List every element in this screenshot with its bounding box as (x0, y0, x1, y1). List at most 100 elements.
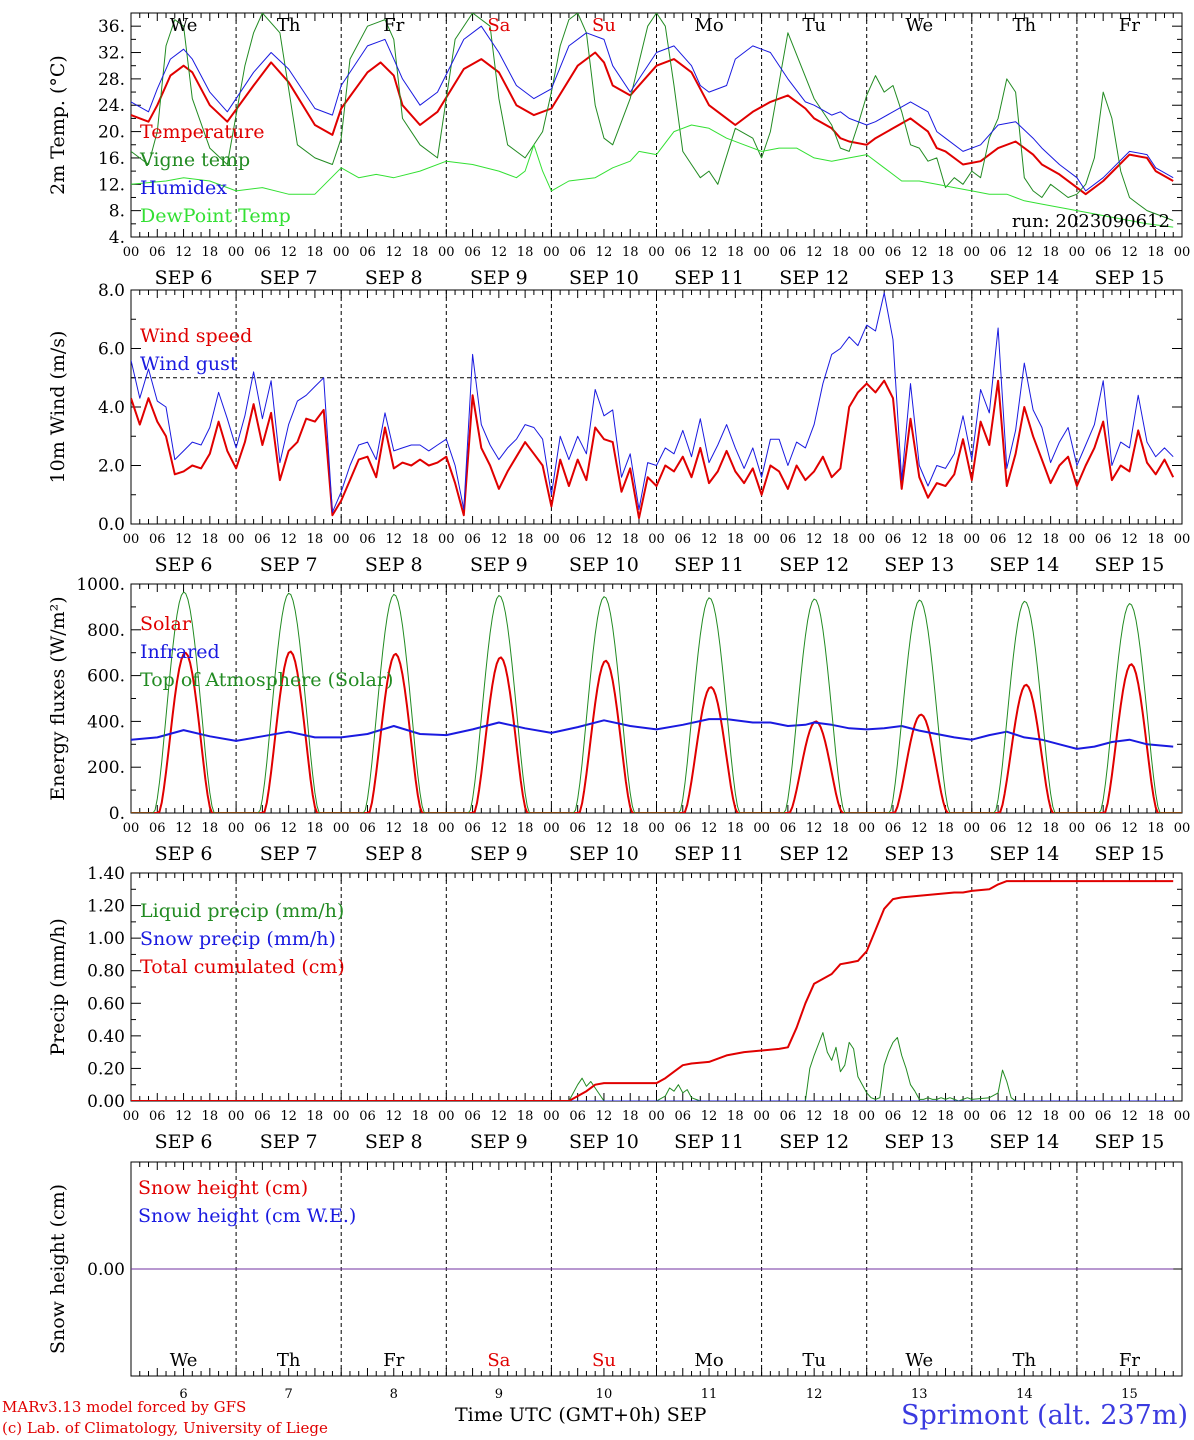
weekday-label: Tu (802, 15, 826, 36)
hour-tick-label: 06 (990, 245, 1007, 260)
date-label: SEP 11 (674, 554, 744, 576)
hour-tick-label: 06 (149, 532, 166, 547)
y-tick-label: 200. (87, 758, 125, 778)
hour-tick-label: 06 (675, 245, 692, 260)
y-axis-label: Snow height (cm) (47, 1184, 69, 1354)
day-number: 13 (911, 1387, 928, 1402)
y-tick-label: 4. (109, 228, 125, 248)
hour-tick-label: 12 (596, 821, 613, 836)
weekday-label: We (905, 15, 933, 36)
date-label: SEP 11 (674, 267, 744, 289)
hour-tick-label: 12 (491, 821, 508, 836)
y-tick-label: 24. (98, 96, 125, 116)
series-line (131, 1032, 1174, 1101)
date-label: SEP 7 (260, 267, 318, 289)
hour-tick-label: 18 (622, 532, 639, 547)
y-tick-label: 12. (98, 175, 125, 195)
series-line (131, 880, 1174, 1101)
hour-tick-label: 06 (359, 821, 376, 836)
hour-tick-label: 12 (175, 532, 192, 547)
day-number: 7 (285, 1387, 293, 1402)
hour-tick-label: 12 (1016, 245, 1033, 260)
weekday-label: Tu (802, 1350, 826, 1371)
hour-tick-label: 06 (464, 1109, 481, 1124)
hour-tick-label: 06 (1095, 245, 1112, 260)
hour-tick-label: 06 (149, 245, 166, 260)
legend-entry: Liquid precip (mm/h) (140, 900, 344, 922)
hour-tick-label: 18 (412, 245, 429, 260)
weekday-label: Mo (694, 15, 723, 36)
hour-tick-label: 18 (412, 821, 429, 836)
hour-tick-label: 12 (911, 821, 928, 836)
date-label: SEP 12 (779, 843, 849, 865)
y-axis-label: Energy fluxes (W/m²) (47, 596, 69, 800)
hour-tick-label: 06 (149, 1109, 166, 1124)
legend-entry: Humidex (140, 177, 227, 199)
hour-tick-label: 00 (753, 532, 770, 547)
weekday-label: Fr (383, 1350, 404, 1371)
hour-tick-label: 00 (333, 821, 350, 836)
y-tick-label: 4.0 (98, 398, 125, 418)
legend-entry: Solar (140, 613, 192, 635)
hour-tick-label: 00 (438, 821, 455, 836)
hour-tick-label: 06 (885, 821, 902, 836)
hour-tick-label: 00 (228, 532, 245, 547)
day-number: 10 (596, 1387, 613, 1402)
date-label: SEP 10 (569, 554, 639, 576)
y-tick-label: 400. (87, 712, 125, 732)
credit-line-1: MARv3.13 model forced by GFS (2, 1398, 247, 1416)
hour-tick-label: 18 (307, 532, 324, 547)
day-number: 6 (179, 1387, 187, 1402)
series-line (131, 13, 1174, 221)
hour-tick-label: 18 (202, 532, 219, 547)
date-label: SEP 8 (365, 1131, 423, 1153)
hour-tick-label: 00 (543, 821, 560, 836)
date-label: SEP 13 (884, 554, 954, 576)
hour-tick-label: 18 (727, 1109, 744, 1124)
date-label: SEP 8 (365, 267, 423, 289)
date-label: SEP 13 (884, 1131, 954, 1153)
site-title: Sprimont (alt. 237m) (901, 1400, 1188, 1431)
hour-tick-label: 18 (727, 532, 744, 547)
y-tick-label: 8. (109, 202, 125, 222)
y-tick-label: 1.00 (87, 929, 125, 949)
hour-tick-label: 12 (1121, 245, 1138, 260)
hour-tick-label: 06 (1095, 821, 1112, 836)
hour-tick-label: 18 (832, 532, 849, 547)
hour-tick-label: 00 (438, 532, 455, 547)
hour-tick-label: 18 (832, 1109, 849, 1124)
series-line (131, 591, 1182, 813)
hour-tick-label: 18 (412, 1109, 429, 1124)
legend-entry: Top of Atmosphere (Solar) (140, 669, 393, 691)
hour-tick-label: 12 (806, 245, 823, 260)
hour-tick-label: 12 (1016, 532, 1033, 547)
y-tick-label: 0. (109, 804, 125, 824)
y-axis-label: Precip (mm/h) (47, 918, 69, 1056)
hour-tick-label: 00 (123, 821, 140, 836)
date-label: SEP 14 (989, 843, 1059, 865)
legend-entry: Wind gust (140, 353, 238, 375)
date-label: SEP 10 (569, 267, 639, 289)
hour-tick-label: 12 (1016, 821, 1033, 836)
hour-tick-label: 12 (911, 532, 928, 547)
hour-tick-label: 12 (701, 532, 718, 547)
hour-tick-label: 00 (858, 821, 875, 836)
hour-tick-label: 18 (1147, 1109, 1164, 1124)
weekday-label: Sa (487, 15, 510, 36)
hour-tick-label: 12 (596, 245, 613, 260)
date-label: SEP 7 (260, 554, 318, 576)
day-number: 9 (495, 1387, 503, 1402)
date-label: SEP 6 (155, 267, 213, 289)
y-tick-label: 16. (98, 149, 125, 169)
hour-tick-label: 12 (491, 532, 508, 547)
series-line (131, 379, 1175, 520)
hour-tick-label: 00 (648, 821, 665, 836)
weekday-label: Th (1013, 1350, 1037, 1371)
legend-entry: Snow height (cm W.E.) (138, 1205, 356, 1227)
hour-tick-label: 12 (701, 245, 718, 260)
weekday-label: We (905, 1350, 933, 1371)
x-axis-title: Time UTC (GMT+0h) SEP (455, 1404, 707, 1426)
date-label: SEP 11 (674, 1131, 744, 1153)
hour-tick-label: 12 (175, 821, 192, 836)
y-tick-label: 800. (87, 621, 125, 641)
